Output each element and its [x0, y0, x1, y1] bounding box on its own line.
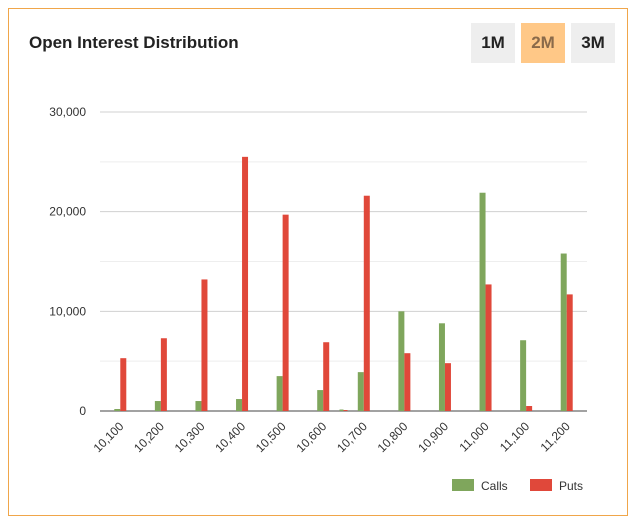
x-tick-label: 10,300 — [172, 419, 208, 455]
y-tick-label: 30,000 — [49, 105, 86, 119]
calls-bar — [520, 340, 527, 411]
legend-label-calls: Calls — [481, 479, 508, 493]
range-button-2m[interactable]: 2M — [521, 23, 565, 63]
puts-bar — [201, 279, 208, 411]
x-tick-label: 10,600 — [293, 419, 329, 455]
puts-bar-extra — [343, 410, 348, 411]
legend-label-puts: Puts — [559, 479, 583, 493]
chart-title: Open Interest Distribution — [29, 33, 239, 52]
x-tick-label: 11,200 — [538, 419, 573, 454]
calls-bar — [236, 399, 243, 411]
range-button-3m[interactable]: 3M — [571, 23, 615, 63]
puts-bar — [160, 338, 167, 411]
calls-bar-extra — [339, 409, 344, 411]
x-tick-label: 10,900 — [415, 419, 451, 455]
puts-bar — [566, 294, 573, 411]
x-tick-label: 10,500 — [253, 419, 289, 455]
y-tick-label: 10,000 — [49, 304, 86, 318]
range-selector: 1M 2M 3M — [471, 23, 615, 63]
x-tick-label: 11,000 — [456, 419, 491, 454]
x-tick-label: 10,700 — [334, 419, 370, 455]
puts-bar — [120, 358, 127, 411]
calls-bar — [357, 372, 364, 411]
x-tick-label: 10,200 — [131, 419, 167, 455]
puts-bar — [363, 195, 370, 411]
legend: Calls Puts — [452, 479, 583, 493]
puts-bar — [526, 406, 533, 411]
legend-swatch-calls — [452, 479, 474, 491]
y-tick-label: 20,000 — [49, 205, 86, 219]
calls-bar — [479, 192, 486, 411]
calls-bar — [195, 401, 202, 411]
x-tick-label: 10,100 — [91, 419, 127, 455]
legend-swatch-puts — [530, 479, 552, 491]
puts-bar — [485, 284, 492, 411]
puts-bar — [323, 342, 330, 411]
calls-bar — [560, 253, 567, 411]
y-tick-label: 0 — [79, 404, 86, 418]
range-button-1m[interactable]: 1M — [471, 23, 515, 63]
calls-bar — [154, 401, 161, 411]
puts-bar — [444, 363, 451, 411]
puts-bar — [282, 214, 289, 411]
puts-bar — [404, 353, 411, 411]
x-tick-label: 10,800 — [375, 419, 411, 455]
puts-bar — [242, 156, 249, 411]
x-tick-label: 11,100 — [497, 419, 532, 454]
calls-bar — [398, 311, 405, 411]
x-tick-label: 10,400 — [212, 419, 248, 455]
calls-bar — [317, 390, 324, 411]
calls-bar — [276, 376, 283, 411]
calls-bar — [114, 409, 121, 411]
calls-bar — [438, 323, 445, 411]
